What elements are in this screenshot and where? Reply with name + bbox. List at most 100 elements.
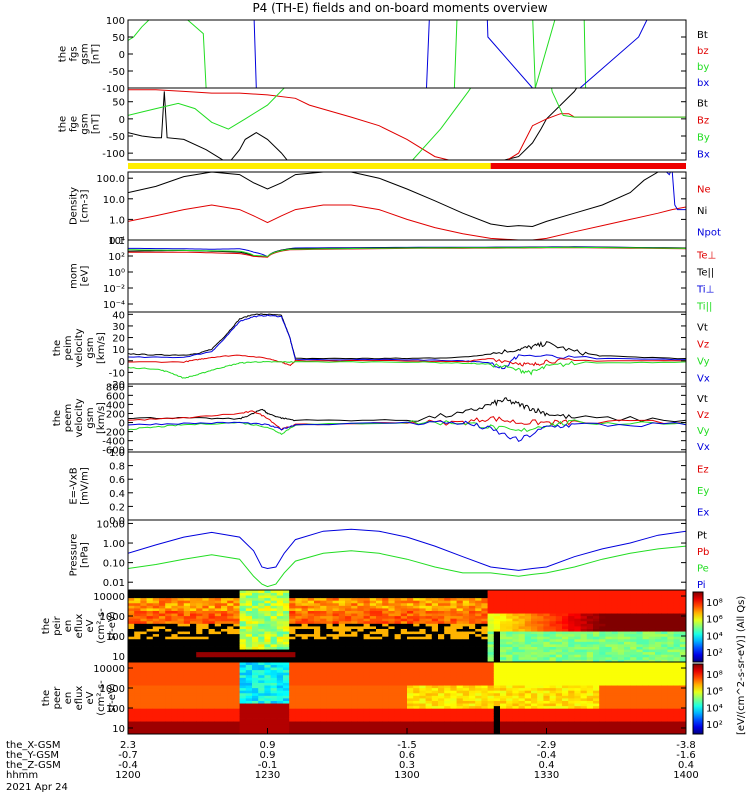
peer-cell (357, 731, 364, 734)
peir-cell (617, 626, 625, 629)
peir-cell (450, 638, 457, 642)
peer-cell (345, 674, 352, 678)
peer-cell (159, 662, 166, 665)
peer-cell (531, 695, 538, 699)
peir-cell (537, 620, 544, 624)
peir-cell (537, 649, 544, 653)
peer-cell (407, 674, 414, 678)
peir-cell (444, 646, 451, 650)
peer-cell (537, 710, 544, 714)
peer-cell (469, 662, 476, 665)
peer-cell (531, 718, 538, 722)
peer-cell (388, 726, 395, 730)
peer-cell (332, 667, 340, 671)
peer-cell (586, 731, 594, 734)
peer-cell (190, 703, 197, 707)
peer-cell (345, 731, 352, 734)
peir-cell (407, 659, 414, 662)
peir-cell (400, 633, 408, 637)
peer-cell (332, 703, 340, 707)
peir-cell (264, 628, 271, 632)
peer-cell (214, 705, 222, 709)
peer-cell (562, 664, 569, 668)
peir-cell (469, 590, 476, 593)
peir-cell (214, 608, 222, 611)
peer-cell (320, 708, 327, 712)
peir-cell (314, 610, 321, 614)
peer-cell (140, 682, 147, 686)
peir-cell (419, 646, 426, 650)
peir-cell (599, 597, 606, 601)
peer-cell (382, 672, 389, 676)
peir-cell (208, 659, 216, 662)
peer-cell (438, 690, 445, 694)
peer-cell (487, 716, 495, 719)
peir-cell (661, 649, 668, 653)
peer-cell (630, 731, 637, 734)
peer-cell (475, 669, 482, 673)
peer-cell (524, 695, 532, 699)
peir-cell (555, 628, 563, 632)
peir-cell (338, 592, 346, 596)
peer-cell (388, 728, 395, 732)
peer-cell (239, 682, 247, 686)
peer-cell (394, 708, 402, 712)
peir-cell (475, 618, 482, 622)
peer-cell (481, 698, 488, 701)
peir-cell (586, 623, 594, 627)
peer-cell (456, 728, 464, 732)
peer-cell (462, 680, 470, 683)
peir-cell (295, 602, 302, 606)
peer-cell (382, 718, 389, 722)
peer-cell (487, 723, 495, 727)
peir-cell (661, 644, 668, 647)
peer-cell (599, 677, 606, 681)
peer-cell (580, 728, 588, 732)
peir-cell (648, 644, 656, 647)
peir-cell (611, 592, 619, 596)
peir-cell (648, 638, 656, 642)
peir-cell (320, 633, 327, 637)
peer-cell (289, 728, 296, 732)
peer-cell (444, 726, 451, 730)
peir-cell (586, 654, 594, 658)
peir-cell (555, 638, 563, 642)
fge-ylabel: the fge gsm [nT] (58, 113, 102, 134)
peir-cell (388, 623, 395, 627)
peir-cell (307, 636, 315, 640)
peir-cell (221, 659, 228, 662)
peir-cell (283, 602, 290, 606)
peir-cell (431, 600, 439, 604)
peir-cell (221, 626, 228, 629)
peer-cell (295, 669, 302, 673)
peer-cell (549, 713, 557, 717)
peir-cell (648, 641, 656, 645)
peer-cell (276, 677, 284, 681)
peer-cell (543, 662, 550, 665)
peer-cell (605, 685, 612, 689)
peir-cell (475, 659, 482, 662)
peer-cell (512, 680, 519, 683)
peir-cell (190, 610, 197, 614)
peir-cell (140, 595, 147, 599)
peir-cell (221, 605, 228, 609)
peir-cell (233, 628, 240, 632)
peer-cell (289, 664, 296, 668)
peir-cell (190, 597, 197, 601)
peer-cell (438, 726, 445, 730)
peer-cell (128, 723, 135, 727)
peer-cell (388, 680, 395, 683)
peer-cell (450, 677, 457, 681)
peir-cell (518, 649, 526, 653)
peer-cell (586, 723, 594, 727)
peer-cell (307, 700, 315, 704)
peir-cell (314, 615, 321, 619)
peir-cell (165, 651, 172, 655)
peer-cell (196, 705, 203, 709)
peir-cell (146, 597, 154, 601)
peer-cell (264, 685, 271, 689)
peir-cell (388, 600, 395, 604)
peer-cell (332, 716, 340, 719)
peer-cell (196, 680, 203, 683)
peir-cell (394, 605, 402, 609)
